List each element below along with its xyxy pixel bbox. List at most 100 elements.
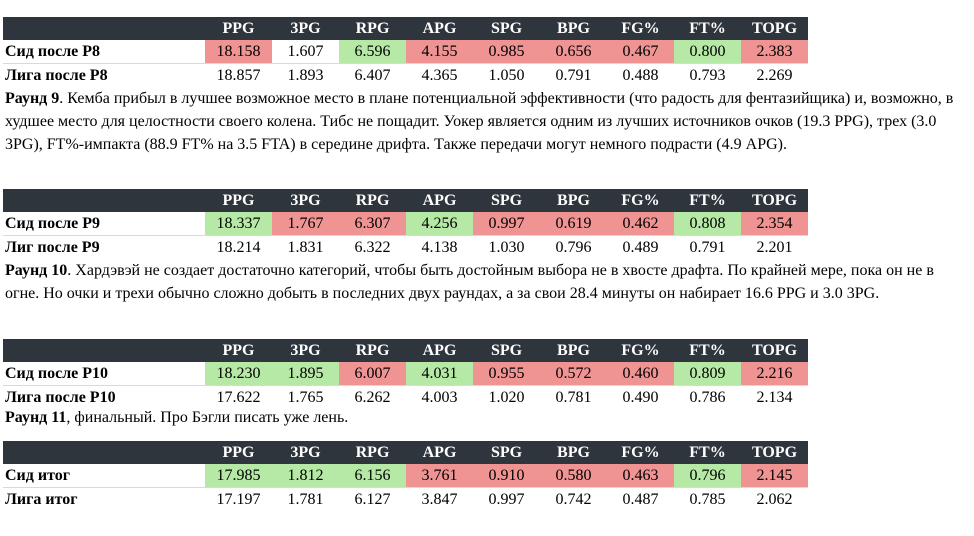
cell-ftpct: 0.786 <box>689 389 726 406</box>
header-ftpct: FT% <box>674 441 741 464</box>
cell-fgpct: 0.489 <box>622 239 659 256</box>
cell-fgpct: 0.488 <box>622 67 659 84</box>
cell-ppg: 17.197 <box>216 491 261 508</box>
header-spg: SPG <box>473 17 540 40</box>
header-ftpct: FT% <box>674 17 741 40</box>
header-3pg: 3PG <box>272 189 339 212</box>
cell-topg: 2.354 <box>741 212 808 236</box>
header-rpg: RPG <box>339 189 406 212</box>
cell-fgpct: 0.460 <box>607 362 674 386</box>
header-rpg: RPG <box>339 339 406 362</box>
paragraph-round-9: Раунд 9. Кемба прибыл в лучшее возможное… <box>5 87 971 156</box>
header-corner <box>3 441 205 464</box>
cell-apg: 3.761 <box>406 464 473 488</box>
header-ppg: PPG <box>205 189 272 212</box>
header-fgpct: FG% <box>607 441 674 464</box>
header-fgpct: FG% <box>607 17 674 40</box>
header-bpg: BPG <box>540 17 607 40</box>
cell-bpg: 0.781 <box>555 389 592 406</box>
cell-fgpct: 0.490 <box>622 389 659 406</box>
cell-ppg: 18.230 <box>205 362 272 386</box>
table-row-seed: Сид итог 17.985 1.812 6.156 3.761 0.910 … <box>3 464 808 488</box>
table-header-row: PPG 3PG RPG APG SPG BPG FG% FT% TOPG <box>3 339 808 362</box>
row-label: Лиг после Р9 <box>5 239 100 256</box>
cell-3pg: 1.767 <box>272 212 339 236</box>
header-apg: APG <box>406 441 473 464</box>
cell-fgpct: 0.467 <box>607 40 674 64</box>
cell-apg: 4.031 <box>406 362 473 386</box>
cell-ftpct: 0.793 <box>689 67 726 84</box>
cell-ppg: 18.857 <box>216 67 261 84</box>
stats-table-r8: PPG 3PG RPG APG SPG BPG FG% FT% TOPG Сид… <box>3 17 808 87</box>
cell-ftpct: 0.808 <box>674 212 741 236</box>
round-text: . Хардэвэй не создает достаточно категор… <box>5 262 934 302</box>
cell-ppg: 17.622 <box>216 389 261 406</box>
cell-bpg: 0.656 <box>540 40 607 64</box>
cell-3pg: 1.781 <box>287 491 324 508</box>
cell-rpg: 6.596 <box>339 40 406 64</box>
cell-3pg: 1.893 <box>287 67 324 84</box>
header-ppg: PPG <box>205 339 272 362</box>
cell-spg: 0.985 <box>473 40 540 64</box>
cell-bpg: 0.572 <box>540 362 607 386</box>
cell-spg: 0.997 <box>488 491 525 508</box>
table-header-row: PPG 3PG RPG APG SPG BPG FG% FT% TOPG <box>3 189 808 212</box>
header-ftpct: FT% <box>674 339 741 362</box>
header-rpg: RPG <box>339 441 406 464</box>
cell-bpg: 0.742 <box>555 491 592 508</box>
header-topg: TOPG <box>741 441 808 464</box>
header-fgpct: FG% <box>607 189 674 212</box>
header-ppg: PPG <box>205 17 272 40</box>
header-corner <box>3 17 205 40</box>
cell-rpg: 6.127 <box>354 491 391 508</box>
cell-spg: 1.030 <box>488 239 525 256</box>
table-row-league: Лиг после Р9 18.214 1.831 6.322 4.138 1.… <box>3 236 808 260</box>
table-row-seed: Сид после Р10 18.230 1.895 6.007 4.031 0… <box>3 362 808 386</box>
cell-rpg: 6.156 <box>339 464 406 488</box>
cell-fgpct: 0.463 <box>607 464 674 488</box>
table-row-league: Лига после Р10 17.622 1.765 6.262 4.003 … <box>3 386 808 410</box>
round-heading: Раунд 9 <box>5 90 60 107</box>
stats-table-final: PPG 3PG RPG APG SPG BPG FG% FT% TOPG Сид… <box>3 441 808 511</box>
cell-topg: 2.201 <box>756 239 793 256</box>
cell-ftpct: 0.796 <box>674 464 741 488</box>
cell-topg: 2.145 <box>741 464 808 488</box>
cell-apg: 4.155 <box>406 40 473 64</box>
header-3pg: 3PG <box>272 441 339 464</box>
header-spg: SPG <box>473 441 540 464</box>
cell-spg: 0.997 <box>473 212 540 236</box>
row-label: Лига итог <box>5 491 78 508</box>
row-label: Сид после Р8 <box>3 40 205 64</box>
cell-ppg: 18.214 <box>216 239 261 256</box>
cell-spg: 1.050 <box>488 67 525 84</box>
round-text: , финальный. Про Бэгли писать уже лень. <box>66 409 349 426</box>
header-apg: APG <box>406 339 473 362</box>
cell-ftpct: 0.791 <box>689 239 726 256</box>
header-topg: TOPG <box>741 189 808 212</box>
header-apg: APG <box>406 189 473 212</box>
cell-topg: 2.383 <box>741 40 808 64</box>
cell-fgpct: 0.462 <box>607 212 674 236</box>
header-ftpct: FT% <box>674 189 741 212</box>
table-header-row: PPG 3PG RPG APG SPG BPG FG% FT% TOPG <box>3 17 808 40</box>
cell-topg: 2.134 <box>756 389 793 406</box>
header-bpg: BPG <box>540 189 607 212</box>
cell-rpg: 6.322 <box>354 239 391 256</box>
header-bpg: BPG <box>540 441 607 464</box>
header-fgpct: FG% <box>607 339 674 362</box>
cell-ftpct: 0.800 <box>674 40 741 64</box>
round-heading: Раунд 10 <box>5 262 68 279</box>
cell-spg: 1.020 <box>488 389 525 406</box>
round-text: . Кемба прибыл в лучшее возможное место … <box>5 90 954 153</box>
header-corner <box>3 189 205 212</box>
header-ppg: PPG <box>205 441 272 464</box>
row-label: Сид после Р10 <box>3 362 205 386</box>
cell-3pg: 1.895 <box>272 362 339 386</box>
cell-ftpct: 0.785 <box>689 491 726 508</box>
header-spg: SPG <box>473 339 540 362</box>
cell-rpg: 6.007 <box>339 362 406 386</box>
cell-bpg: 0.580 <box>540 464 607 488</box>
row-label: Сид после Р9 <box>3 212 205 236</box>
table-row-league: Лига после Р8 18.857 1.893 6.407 4.365 1… <box>3 64 808 88</box>
cell-3pg: 1.831 <box>287 239 324 256</box>
